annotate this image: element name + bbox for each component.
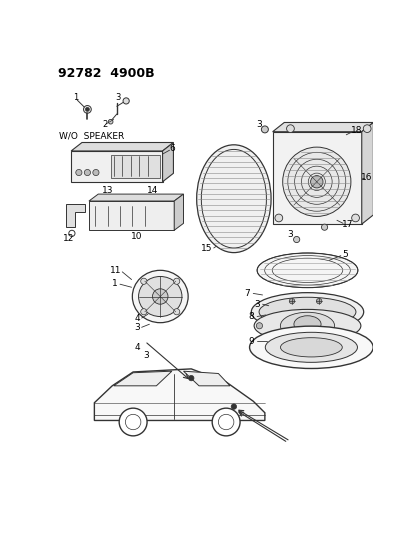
Polygon shape — [183, 371, 230, 386]
Circle shape — [140, 309, 147, 315]
Text: 4: 4 — [211, 179, 217, 188]
Circle shape — [152, 289, 168, 304]
Circle shape — [123, 98, 129, 104]
Polygon shape — [66, 204, 85, 227]
Text: 9: 9 — [248, 337, 254, 346]
Polygon shape — [174, 194, 183, 230]
Polygon shape — [71, 142, 173, 151]
Circle shape — [173, 309, 179, 315]
Text: 14: 14 — [147, 185, 158, 195]
Circle shape — [320, 224, 327, 230]
Text: 4: 4 — [134, 343, 140, 352]
Circle shape — [85, 108, 89, 111]
Text: 18: 18 — [350, 126, 361, 135]
Circle shape — [212, 408, 240, 436]
Circle shape — [316, 298, 321, 304]
Ellipse shape — [282, 147, 350, 216]
Text: 17: 17 — [341, 220, 353, 229]
Text: 3: 3 — [143, 351, 149, 360]
Polygon shape — [272, 123, 373, 132]
Text: 13: 13 — [102, 185, 113, 195]
Polygon shape — [361, 123, 373, 224]
Text: 3: 3 — [254, 300, 259, 309]
Text: 16: 16 — [361, 173, 372, 182]
Text: 11: 11 — [109, 266, 121, 275]
Polygon shape — [272, 132, 361, 224]
Circle shape — [274, 214, 282, 222]
Polygon shape — [94, 369, 264, 421]
Circle shape — [310, 175, 322, 188]
Polygon shape — [114, 371, 171, 386]
Circle shape — [83, 106, 91, 113]
Bar — [111, 155, 160, 178]
Ellipse shape — [254, 309, 360, 342]
Text: 15: 15 — [201, 244, 212, 253]
Ellipse shape — [138, 277, 181, 317]
Ellipse shape — [265, 332, 356, 362]
Circle shape — [351, 214, 358, 222]
Ellipse shape — [249, 326, 372, 368]
Circle shape — [261, 126, 268, 133]
Circle shape — [256, 322, 262, 329]
Circle shape — [230, 404, 236, 409]
Circle shape — [363, 125, 370, 133]
Ellipse shape — [256, 253, 357, 288]
Text: 5: 5 — [341, 249, 347, 259]
Circle shape — [108, 119, 113, 124]
Text: 12: 12 — [63, 234, 74, 243]
Text: 92782  4900B: 92782 4900B — [58, 67, 154, 80]
Text: 4: 4 — [134, 313, 140, 322]
Text: 7: 7 — [244, 289, 249, 298]
Circle shape — [293, 237, 299, 243]
Circle shape — [173, 278, 179, 284]
Text: 2: 2 — [102, 120, 107, 130]
Polygon shape — [71, 151, 162, 182]
Ellipse shape — [280, 338, 342, 357]
Polygon shape — [162, 142, 173, 182]
Ellipse shape — [132, 270, 188, 322]
Ellipse shape — [259, 297, 355, 327]
Circle shape — [93, 169, 99, 175]
Text: 1: 1 — [112, 279, 118, 288]
Polygon shape — [89, 194, 183, 201]
Ellipse shape — [251, 293, 363, 331]
Circle shape — [84, 169, 90, 175]
Ellipse shape — [293, 316, 320, 333]
Ellipse shape — [280, 312, 334, 339]
Polygon shape — [89, 201, 174, 230]
Text: 3: 3 — [286, 230, 292, 239]
Text: 3: 3 — [255, 119, 261, 128]
Circle shape — [188, 375, 194, 381]
Text: 3: 3 — [134, 323, 140, 332]
Text: 3: 3 — [115, 93, 120, 102]
Circle shape — [140, 278, 147, 284]
Text: 1: 1 — [73, 93, 78, 102]
Circle shape — [76, 169, 82, 175]
Circle shape — [119, 408, 147, 436]
Circle shape — [286, 125, 294, 133]
Text: 8: 8 — [248, 312, 254, 321]
Circle shape — [289, 298, 294, 304]
Text: W/O  SPEAKER: W/O SPEAKER — [59, 131, 124, 140]
Text: 6: 6 — [169, 144, 174, 153]
Text: 10: 10 — [131, 232, 142, 241]
Ellipse shape — [196, 145, 271, 253]
